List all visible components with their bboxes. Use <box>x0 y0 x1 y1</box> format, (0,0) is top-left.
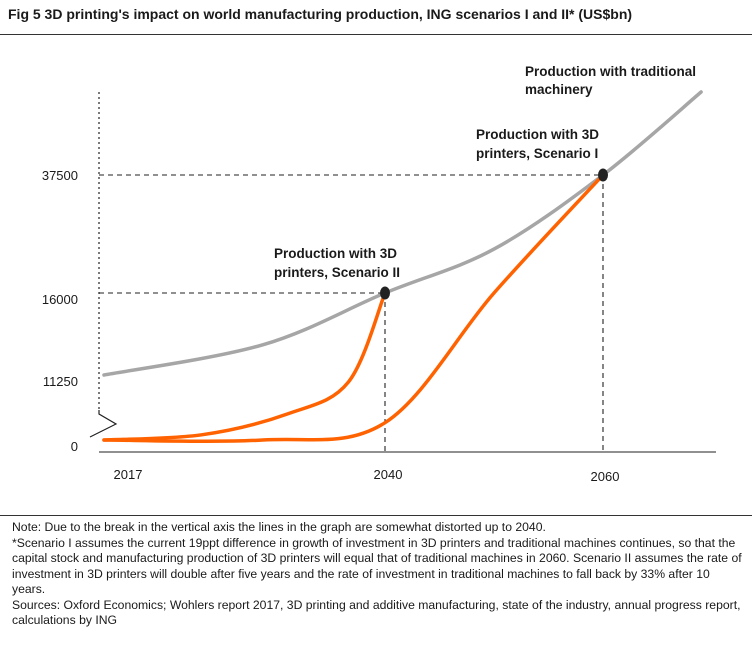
x-tick-label: 2040 <box>374 467 403 482</box>
annotation-scenario-i-line1: Production with 3D <box>476 127 599 142</box>
chart-title: Fig 5 3D printing's impact on world manu… <box>8 6 633 22</box>
x-tick-label: 2060 <box>591 469 620 484</box>
y-tick-label: 11250 <box>43 374 78 389</box>
chart-area: 37500 16000 11250 0 2017 2040 2060 Produ… <box>42 64 716 484</box>
annotation-traditional-line2: machinery <box>525 82 593 97</box>
marker-scenario-ii <box>380 286 390 300</box>
title-divider <box>0 34 752 35</box>
note-scenarios: *Scenario I assumes the current 19ppt di… <box>12 535 742 597</box>
series-line-traditional <box>102 90 703 377</box>
note-sources: Sources: Oxford Economics; Wohlers repor… <box>12 597 741 628</box>
y-tick-label: 0 <box>71 439 78 454</box>
notes-block: Note: Due to the break in the vertical a… <box>12 520 742 629</box>
y-tick-label: 16000 <box>42 292 78 307</box>
y-axis-break <box>89 410 118 438</box>
note-axis-break: Note: Due to the break in the vertical a… <box>12 520 546 534</box>
series-line-scenario-ii <box>102 291 387 442</box>
notes-divider <box>0 515 752 516</box>
y-tick-label: 37500 <box>42 168 78 183</box>
annotation-traditional-line1: Production with traditional <box>525 64 696 79</box>
annotation-scenario-ii-line1: Production with 3D <box>274 246 397 261</box>
series-line-scenario-i <box>102 173 605 444</box>
x-tick-label: 2017 <box>114 467 143 482</box>
annotation-scenario-ii-line2: printers, Scenario II <box>274 265 400 280</box>
marker-scenario-i <box>598 168 608 182</box>
annotation-scenario-i-line2: printers, Scenario I <box>476 146 598 161</box>
